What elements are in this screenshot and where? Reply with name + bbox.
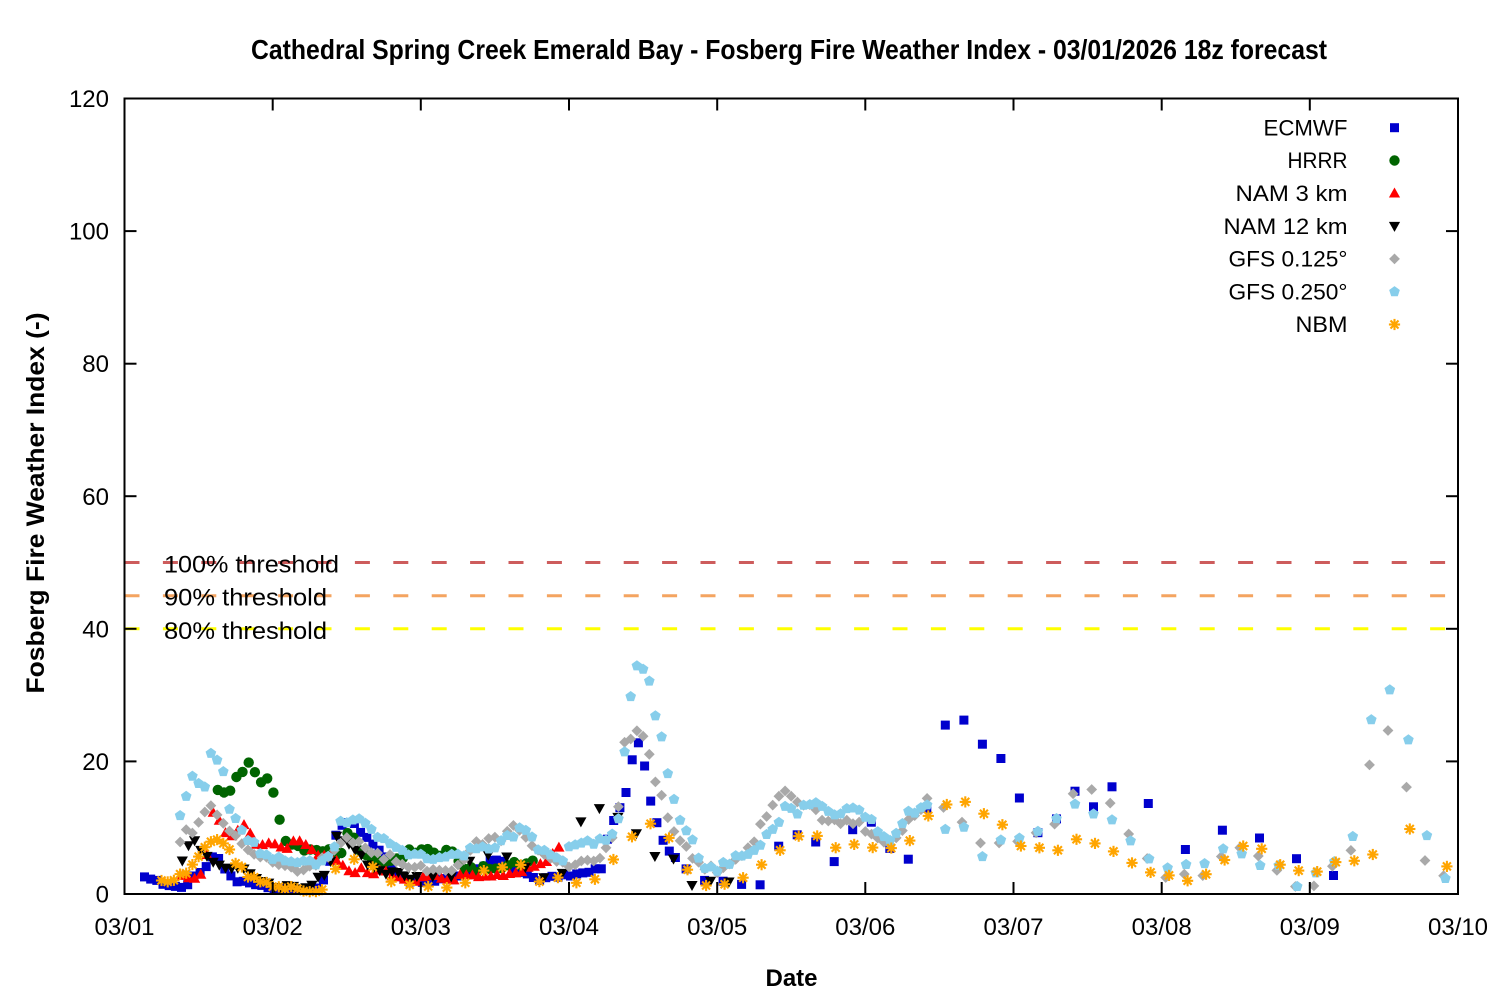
svg-text:80: 80 (82, 351, 109, 378)
svg-text:03/04: 03/04 (539, 914, 599, 941)
svg-text:03/08: 03/08 (1132, 914, 1192, 941)
svg-text:Cathedral Spring Creek Emerald: Cathedral Spring Creek Emerald Bay - Fos… (251, 34, 1327, 65)
svg-text:03/03: 03/03 (391, 914, 451, 941)
svg-text:Date: Date (765, 965, 817, 992)
svg-text:60: 60 (82, 484, 109, 511)
svg-text:90% threshold: 90% threshold (164, 585, 327, 612)
svg-text:ECMWF: ECMWF (1264, 115, 1348, 140)
svg-text:NAM 3 km: NAM 3 km (1236, 181, 1348, 206)
svg-text:03/09: 03/09 (1280, 914, 1340, 941)
svg-text:GFS 0.125°: GFS 0.125° (1229, 247, 1348, 272)
svg-text:03/06: 03/06 (835, 914, 895, 941)
svg-text:Fosberg Fire Weather Index (-): Fosberg Fire Weather Index (-) (22, 313, 50, 694)
svg-text:NBM: NBM (1296, 312, 1348, 337)
svg-text:NAM 12 km: NAM 12 km (1224, 214, 1348, 239)
svg-text:03/05: 03/05 (687, 914, 747, 941)
svg-text:0: 0 (96, 882, 109, 909)
svg-text:120: 120 (69, 86, 109, 113)
svg-text:80% threshold: 80% threshold (164, 618, 327, 645)
svg-text:HRRR: HRRR (1288, 148, 1348, 173)
svg-text:03/01: 03/01 (94, 914, 154, 941)
svg-text:100% threshold: 100% threshold (164, 552, 339, 579)
svg-text:GFS 0.250°: GFS 0.250° (1229, 279, 1348, 304)
svg-text:20: 20 (82, 749, 109, 776)
svg-text:03/10: 03/10 (1428, 914, 1488, 941)
svg-text:03/02: 03/02 (243, 914, 303, 941)
svg-text:100: 100 (69, 219, 109, 246)
svg-text:40: 40 (82, 616, 109, 643)
svg-text:03/07: 03/07 (983, 914, 1043, 941)
